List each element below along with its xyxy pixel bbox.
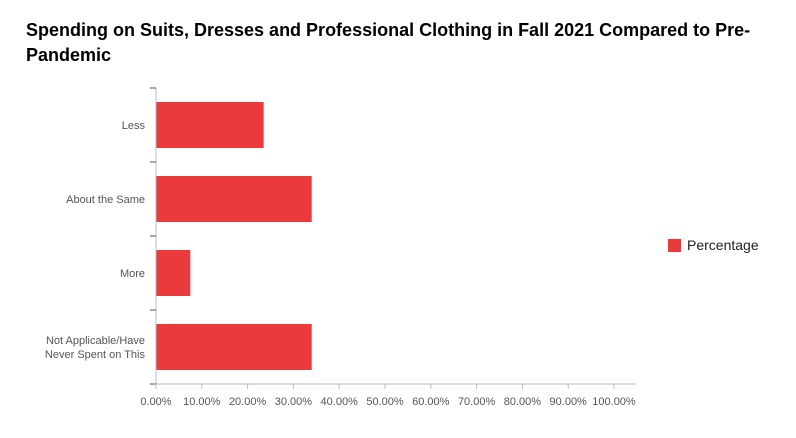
- legend-label: Percentage: [687, 237, 759, 253]
- category-label: More: [120, 268, 145, 280]
- axes-group: [150, 87, 636, 389]
- x-tick-label: 20.00%: [229, 396, 267, 408]
- legend-swatch: [668, 238, 681, 252]
- chart-title: Spending on Suits, Dresses and Professio…: [26, 20, 751, 65]
- bar: [156, 176, 312, 222]
- x-tick-label: 90.00%: [550, 396, 588, 408]
- x-tick-labels: 0.00% 10.00% 20.00% 30.00% 40.00% 50.00% 60.00…: [140, 396, 636, 408]
- category-label: About the Same: [66, 194, 145, 206]
- x-tick-label: 100.00%: [592, 396, 636, 408]
- x-tick-label: 80.00%: [504, 396, 542, 408]
- x-tick-label: 60.00%: [412, 396, 450, 408]
- category-label: Less: [122, 120, 146, 132]
- x-tick-label: 30.00%: [275, 396, 313, 408]
- x-tick-label: 50.00%: [366, 396, 404, 408]
- category-label: Not Applicable/Have Never Spent on This: [45, 335, 146, 361]
- x-tick-label: 40.00%: [321, 396, 359, 408]
- x-tick-label: 10.00%: [183, 396, 221, 408]
- x-tick-label: 0.00%: [140, 396, 171, 408]
- bar: [156, 324, 312, 370]
- x-tick-label: 70.00%: [458, 396, 496, 408]
- bar: [156, 250, 191, 296]
- bars-group: [156, 102, 312, 370]
- category-labels: Less About the Same More Not Applicable/Hav…: [45, 120, 146, 361]
- bar: [156, 102, 264, 148]
- legend: Percentage: [668, 237, 759, 253]
